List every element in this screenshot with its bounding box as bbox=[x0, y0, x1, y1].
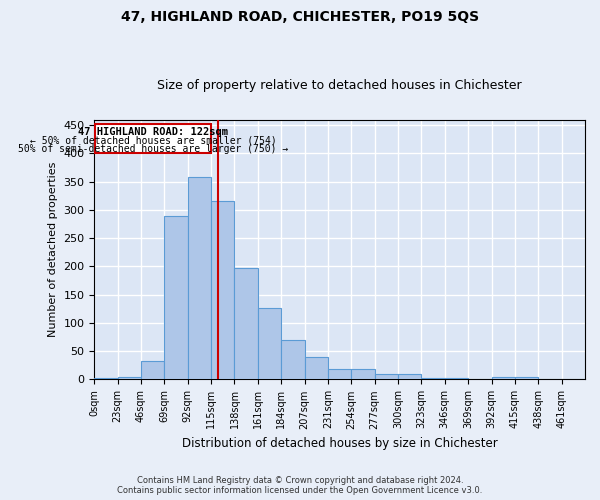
Bar bbox=[352, 368, 374, 380]
Bar bbox=[188, 177, 211, 380]
Bar bbox=[95, 124, 211, 154]
Text: Contains HM Land Registry data © Crown copyright and database right 2024.
Contai: Contains HM Land Registry data © Crown c… bbox=[118, 476, 482, 495]
Bar bbox=[445, 378, 468, 380]
Bar bbox=[468, 379, 491, 380]
Bar bbox=[164, 216, 188, 380]
Bar bbox=[141, 361, 164, 380]
Bar bbox=[118, 376, 141, 380]
Text: 50% of semi-detached houses are larger (750) →: 50% of semi-detached houses are larger (… bbox=[18, 144, 289, 154]
Bar bbox=[211, 201, 235, 380]
Bar bbox=[421, 378, 445, 380]
Bar bbox=[281, 340, 305, 380]
Text: 47, HIGHLAND ROAD, CHICHESTER, PO19 5QS: 47, HIGHLAND ROAD, CHICHESTER, PO19 5QS bbox=[121, 10, 479, 24]
Bar bbox=[398, 374, 421, 380]
Text: ← 50% of detached houses are smaller (754): ← 50% of detached houses are smaller (75… bbox=[30, 136, 277, 145]
Title: Size of property relative to detached houses in Chichester: Size of property relative to detached ho… bbox=[157, 79, 522, 92]
Bar bbox=[305, 357, 328, 380]
Bar bbox=[258, 308, 281, 380]
Text: 47 HIGHLAND ROAD: 122sqm: 47 HIGHLAND ROAD: 122sqm bbox=[78, 127, 228, 137]
X-axis label: Distribution of detached houses by size in Chichester: Distribution of detached houses by size … bbox=[182, 437, 497, 450]
Bar bbox=[374, 374, 398, 380]
Bar bbox=[491, 376, 515, 380]
Bar bbox=[515, 377, 538, 380]
Bar bbox=[94, 378, 118, 380]
Bar bbox=[235, 268, 258, 380]
Bar bbox=[538, 379, 562, 380]
Y-axis label: Number of detached properties: Number of detached properties bbox=[48, 162, 58, 337]
Bar bbox=[328, 368, 352, 380]
